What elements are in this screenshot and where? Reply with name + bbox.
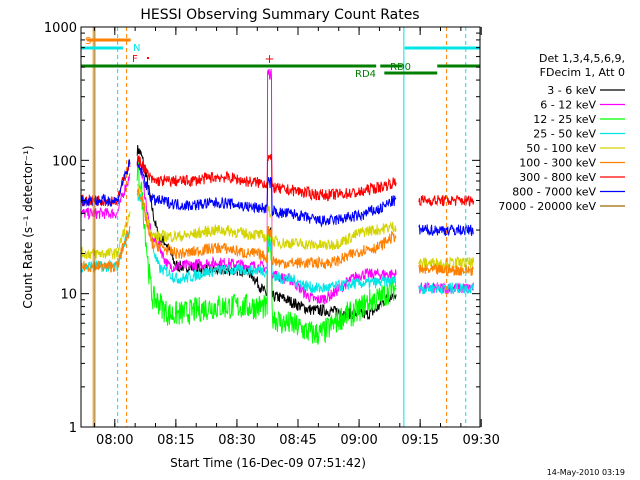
plot-frame (80, 26, 481, 428)
series-line (80, 68, 475, 305)
y-tick-label: 1000 (44, 21, 77, 36)
y-tick-label: 100 (52, 154, 77, 169)
flag-label: RD0 (390, 62, 411, 73)
x-tick-label: 08:15 (157, 433, 194, 448)
legend-label: 800 - 7000 keV (512, 186, 596, 199)
legend: Det 1,3,4,5,6,9, FDecim 1, Att 0 3 - 6 k… (498, 52, 625, 213)
series-line (136, 162, 397, 345)
legend-label: 25 - 50 keV (533, 128, 596, 141)
x-tick-label: 08:45 (279, 433, 316, 448)
legend-label: 12 - 25 keV (533, 113, 596, 126)
series-line (80, 159, 474, 237)
flag-label: N (133, 43, 140, 54)
flag-label: RD4 (355, 69, 376, 80)
x-axis-label: Start Time (16-Dec-09 07:51:42) (170, 456, 366, 470)
series-line (136, 144, 397, 321)
series-line (80, 188, 474, 278)
x-tick-label: 09:30 (462, 433, 499, 448)
flare-dot (146, 57, 149, 59)
legend-label: 6 - 12 keV (540, 99, 596, 112)
legend-label: 7000 - 20000 keV (498, 200, 596, 213)
flag-label: F (132, 54, 138, 65)
y-tick-label: 1 (69, 421, 77, 436)
legend-header-line-1: Det 1,3,4,5,6,9, (539, 52, 625, 65)
flag-layer: S NF RD0 RD4 + (81, 36, 480, 80)
legend-label: 300 - 800 keV (519, 171, 596, 184)
flag-label: S (85, 36, 91, 47)
legend-header-line-2: FDecim 1, Att 0 (540, 66, 625, 79)
legend-label: 100 - 300 keV (519, 157, 596, 170)
legend-label: 50 - 100 keV (526, 142, 596, 155)
data-layer (80, 27, 475, 427)
axis-layer: 1 10 100 1000 08:00 08:15 08:30 08:45 09:00 09:15… (44, 21, 500, 448)
y-tick-label: 10 (60, 288, 77, 303)
chart-title: HESSI Observing Summary Count Rates (140, 7, 419, 23)
x-tick-label: 08:00 (96, 433, 133, 448)
legend-label: 3 - 6 keV (547, 84, 596, 97)
y-axis-label: Count Rate (s⁻¹ detector⁻¹) (21, 145, 35, 308)
x-tick-label: 09:00 (340, 433, 377, 448)
x-tick-label: 09:15 (401, 433, 438, 448)
flare-marker: + (264, 52, 274, 66)
series-line (80, 192, 475, 296)
x-tick-label: 08:30 (218, 433, 255, 448)
footer-date: 14-May-2010 03:19 (547, 468, 625, 477)
